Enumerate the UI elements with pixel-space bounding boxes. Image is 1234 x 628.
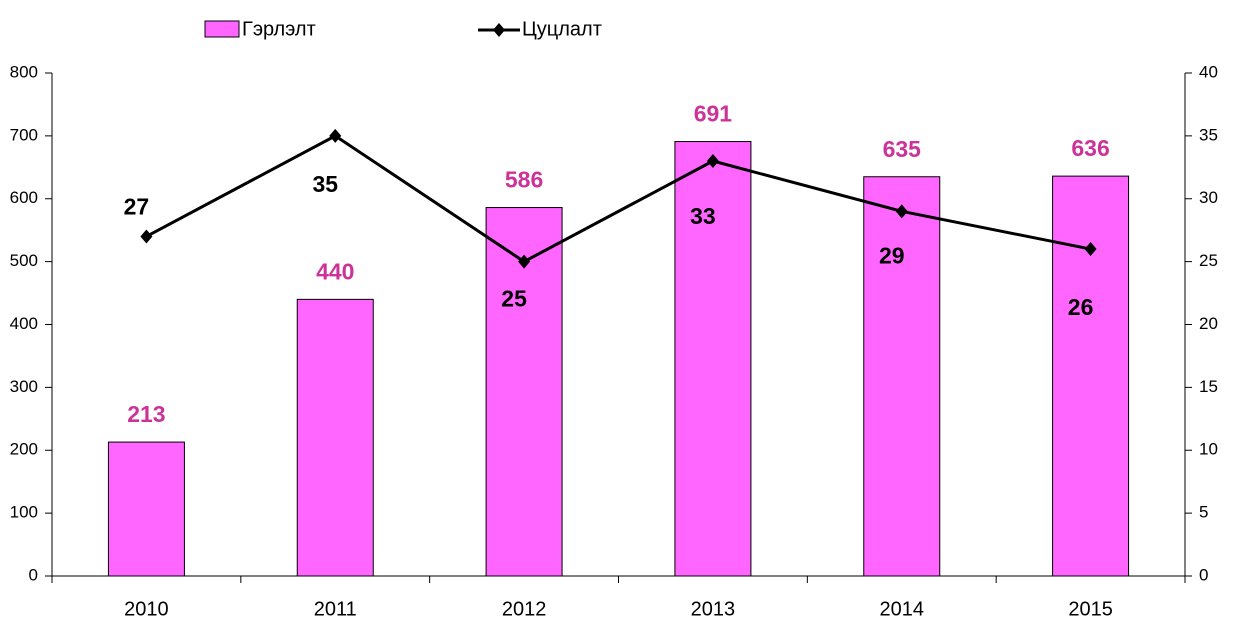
y2-tick-label: 40 bbox=[1199, 62, 1218, 81]
marker bbox=[1084, 242, 1097, 257]
legend-swatch bbox=[204, 20, 240, 38]
y-tick-label: 200 bbox=[10, 440, 38, 459]
x-tick-label: 2010 bbox=[124, 598, 169, 620]
y2-tick-label: 10 bbox=[1199, 440, 1218, 459]
bar bbox=[107, 441, 185, 577]
bar-value-label: 213 bbox=[127, 401, 165, 427]
line-value-label: 26 bbox=[1068, 294, 1094, 320]
line-value-label: 27 bbox=[124, 194, 150, 220]
bar-value-label: 636 bbox=[1071, 135, 1109, 161]
bar bbox=[863, 176, 941, 577]
y-tick-label: 300 bbox=[10, 377, 38, 396]
y-tick-label: 800 bbox=[10, 62, 38, 81]
y2-tick-label: 20 bbox=[1199, 314, 1218, 333]
legend-marker bbox=[493, 23, 505, 37]
y-tick-label: 700 bbox=[10, 125, 38, 144]
x-tick-label: 2011 bbox=[314, 598, 357, 620]
line-value-label: 35 bbox=[312, 171, 338, 197]
x-tick-label: 2015 bbox=[1068, 598, 1113, 620]
y2-tick-label: 15 bbox=[1199, 377, 1218, 396]
bar-value-label: 691 bbox=[694, 101, 733, 127]
y-tick-label: 600 bbox=[10, 188, 38, 207]
bar bbox=[485, 207, 563, 577]
line-value-label: 29 bbox=[879, 242, 905, 268]
y2-tick-label: 25 bbox=[1199, 251, 1218, 270]
marker bbox=[706, 154, 719, 169]
bar bbox=[1052, 175, 1130, 577]
bar bbox=[296, 298, 374, 577]
bar-value-label: 440 bbox=[316, 258, 354, 284]
marker bbox=[895, 204, 908, 219]
legend-label: Гэрлэлт bbox=[242, 18, 316, 40]
line bbox=[145, 134, 1091, 264]
legend-label: Цуцлалт bbox=[522, 18, 602, 40]
bar-value-label: 586 bbox=[505, 167, 543, 193]
bar bbox=[674, 141, 752, 577]
y-tick-label: 400 bbox=[10, 314, 38, 333]
line-value-label: 25 bbox=[501, 286, 527, 312]
y-tick-label: 100 bbox=[10, 503, 38, 522]
marker bbox=[329, 128, 342, 143]
y2-tick-label: 5 bbox=[1199, 503, 1208, 522]
y2-tick-label: 30 bbox=[1199, 188, 1218, 207]
line-value-label: 33 bbox=[690, 203, 716, 229]
bar-value-label: 635 bbox=[883, 136, 922, 162]
y-tick-label: 500 bbox=[10, 251, 38, 270]
y2-tick-label: 0 bbox=[1199, 565, 1208, 584]
y-tick-label: 0 bbox=[29, 565, 38, 584]
y2-tick-label: 35 bbox=[1199, 125, 1218, 144]
marker bbox=[140, 229, 153, 244]
x-tick-label: 2013 bbox=[691, 598, 736, 620]
x-tick-label: 2012 bbox=[502, 598, 547, 620]
x-tick-label: 2014 bbox=[880, 598, 925, 620]
marker bbox=[518, 254, 531, 269]
